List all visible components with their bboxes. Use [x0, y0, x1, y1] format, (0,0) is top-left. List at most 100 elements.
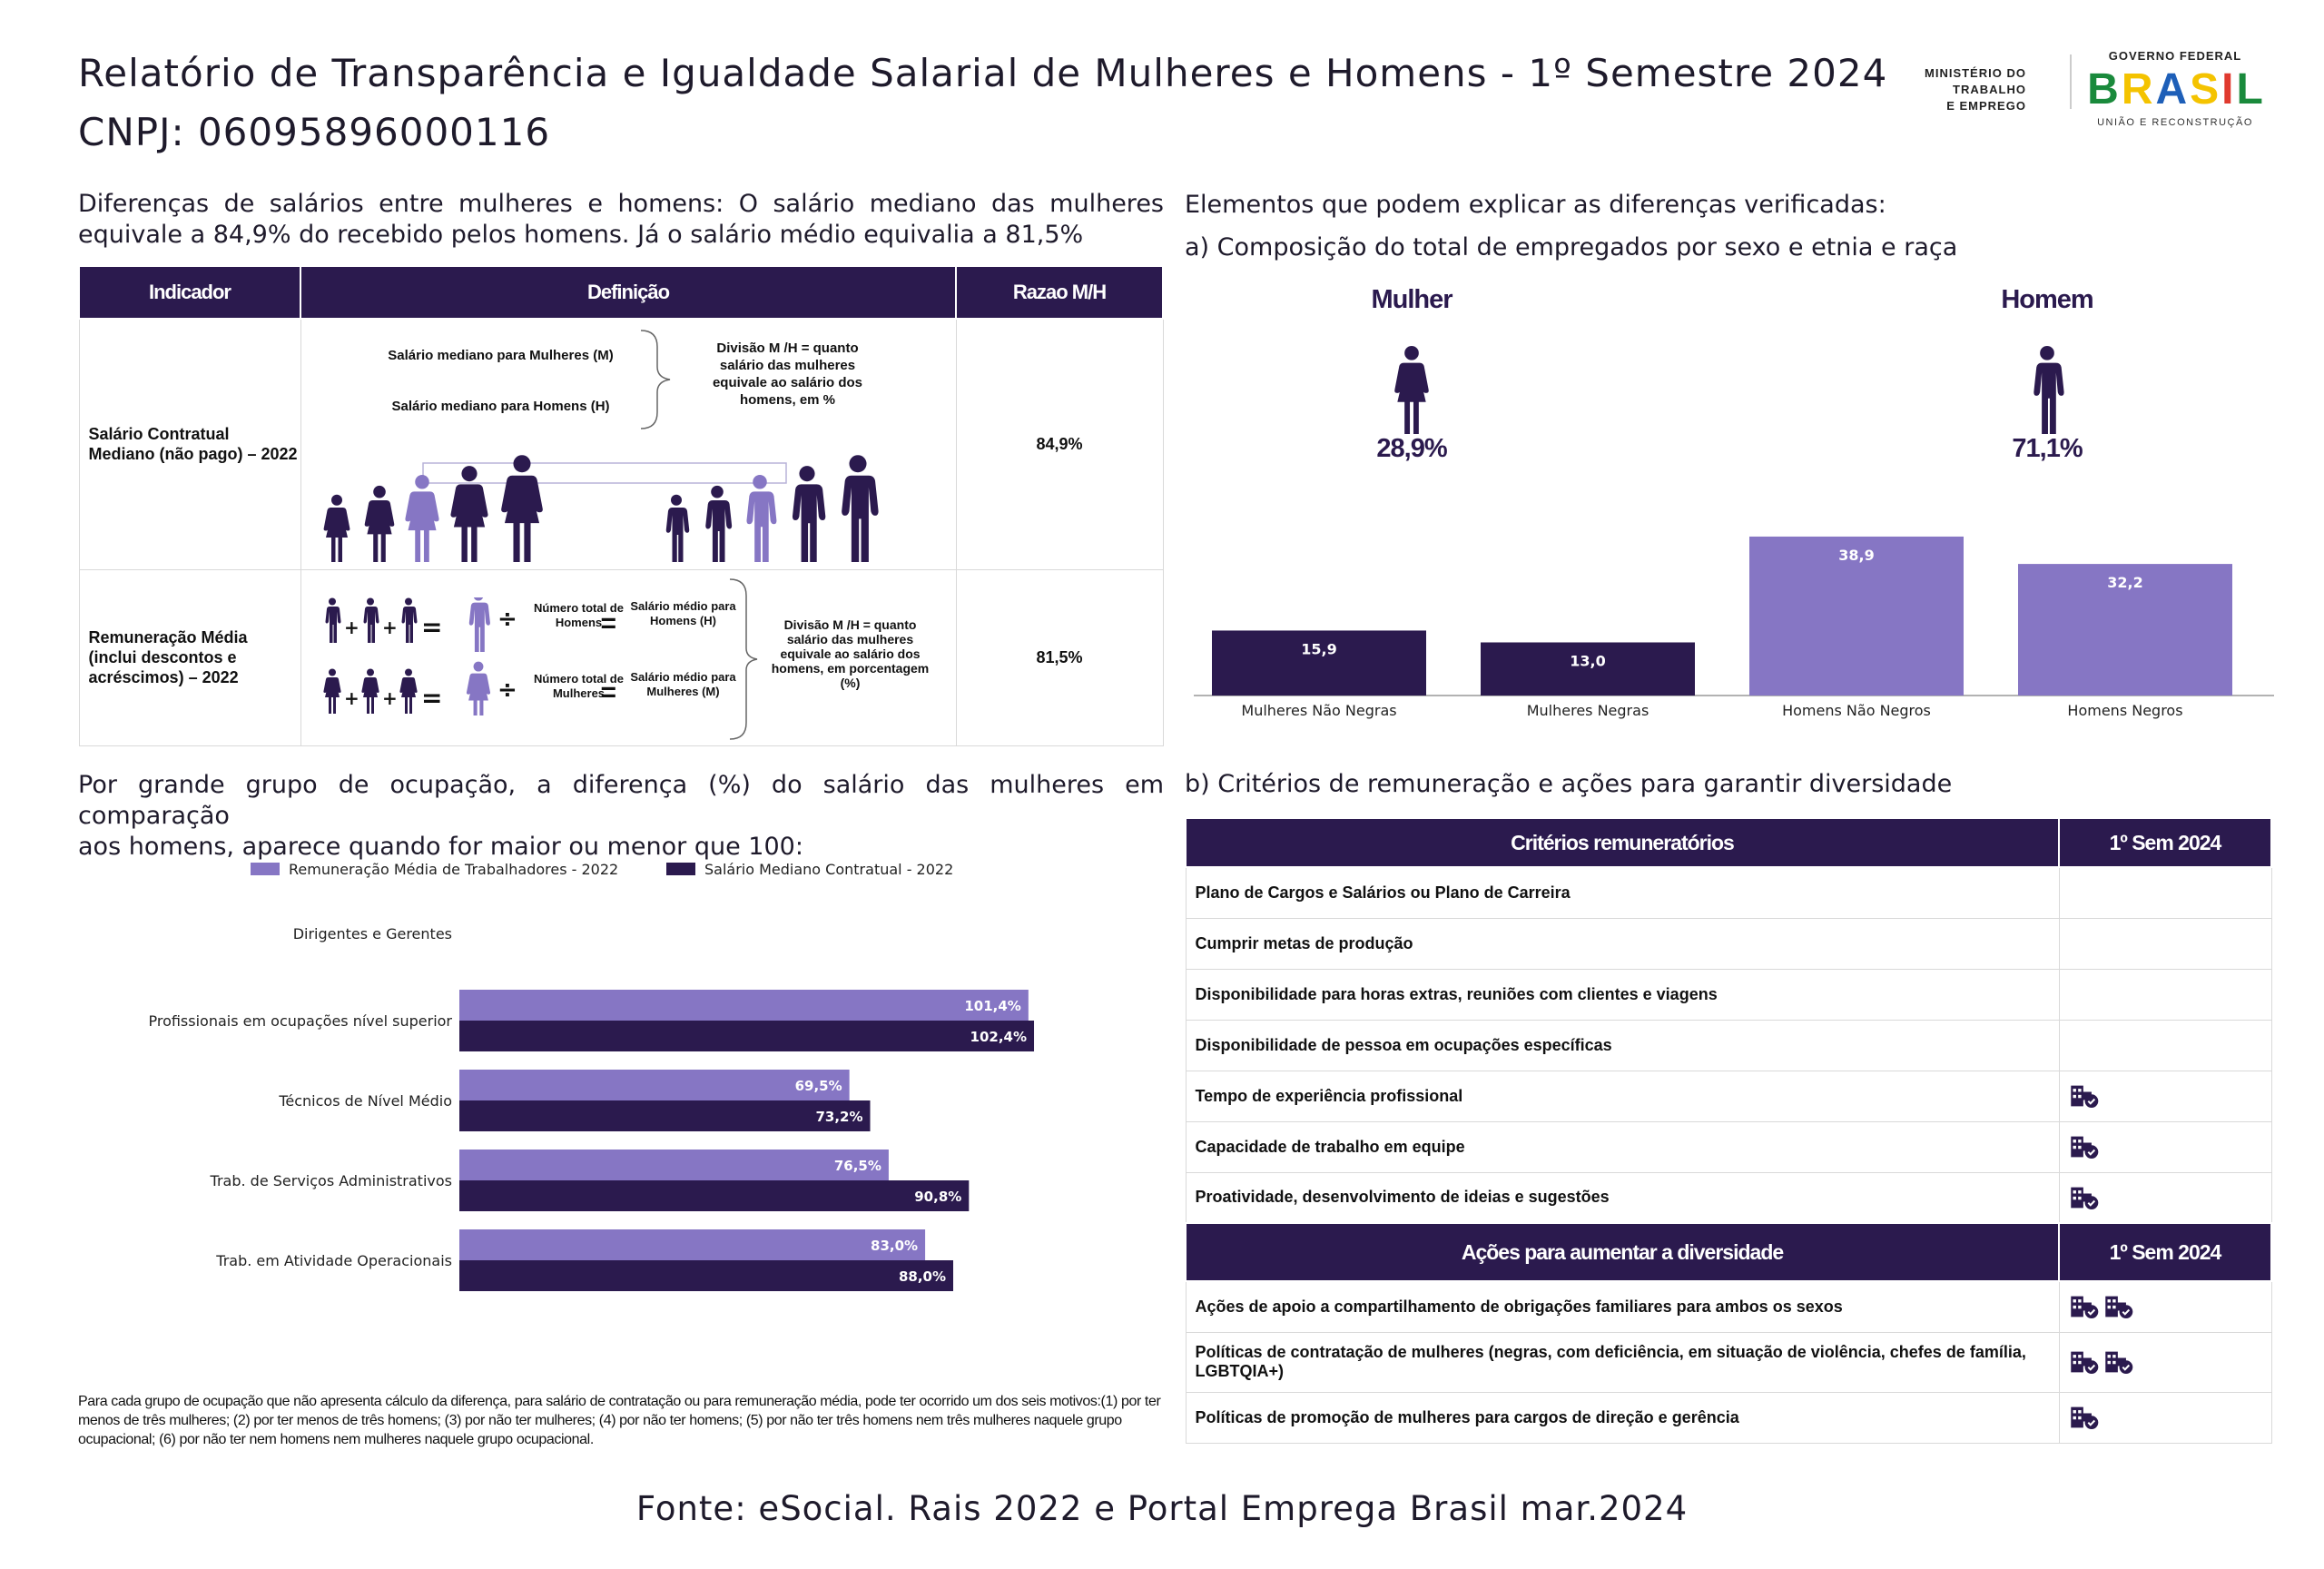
occupation-line-2: aos homens, aparece quando for maior ou …	[78, 833, 803, 861]
row-status	[2058, 1019, 2272, 1071]
ministry-line-1: MINISTÉRIO DO	[1925, 66, 2026, 80]
occupation-bar	[459, 1260, 953, 1291]
equals-sign: =	[600, 677, 617, 707]
svg-text:=: =	[421, 612, 442, 642]
man-figure	[325, 597, 340, 643]
table-row: Cumprir metas de produção	[1185, 917, 2272, 970]
row-label: Plano de Cargos e Salários ou Plano de C…	[1185, 866, 2060, 919]
col-header-ratio: Razao M/H	[955, 265, 1164, 320]
col-header-indicator: Indicador	[78, 265, 301, 320]
man-figure	[363, 597, 379, 643]
source-text: Fonte: eSocial. Rais 2022 e Portal Empre…	[635, 1489, 1689, 1528]
table-row: Plano de Cargos e Salários ou Plano de C…	[1185, 866, 2272, 919]
table-row: Ações de apoio a compartilhamento de obr…	[1185, 1280, 2272, 1333]
table-row: Salário Contratual Mediano (não pago) – …	[78, 318, 1164, 570]
people-illustration	[323, 455, 879, 563]
row-status	[2058, 866, 2272, 919]
occupation-bar	[459, 990, 1029, 1021]
row-label: Disponibilidade para horas extras, reuni…	[1185, 968, 2060, 1021]
woman-figure	[323, 495, 350, 563]
svg-text:+: +	[382, 617, 398, 638]
building-check-icon	[2069, 1083, 2100, 1109]
table-row: Capacidade de trabalho em equipe	[1185, 1120, 2272, 1173]
total-women-label: Número total de Mulheres	[534, 672, 624, 700]
woman-figure	[360, 668, 379, 714]
man-figure-median	[745, 475, 776, 563]
occupation-bar	[459, 1150, 889, 1180]
men-median-label: Salário mediano para Homens (H)	[391, 399, 610, 415]
avg-women-label: Salário médio para Mulheres (M)	[630, 670, 736, 698]
row-status	[2058, 1391, 2272, 1444]
total-men-label: Número total de Homens	[534, 601, 624, 629]
occupation-bar-value: 73,2%	[815, 1109, 862, 1125]
occupation-bar-value: 101,4%	[964, 998, 1020, 1014]
logo-divider	[2070, 54, 2072, 109]
table-row: Remuneração Média (inclui descontos e ac…	[78, 568, 1164, 746]
ministry-logo: MINISTÉRIO DO TRABALHO E EMPREGO	[1925, 65, 2026, 114]
building-check-icon	[2069, 1405, 2100, 1430]
occupation-bar-value: 83,0%	[871, 1238, 918, 1254]
category-label: Homens Não Negros	[1782, 702, 1931, 719]
svg-text:+: +	[382, 687, 398, 709]
row-status	[2058, 1120, 2272, 1173]
ministry-line-3: E EMPREGO	[1946, 99, 2026, 113]
svg-text:÷: ÷	[497, 606, 517, 633]
occupation-category-label: Dirigentes e Gerentes	[293, 925, 452, 942]
occupation-text: Por grande grupo de ocupação, a diferenç…	[78, 770, 1164, 863]
man-figure	[401, 597, 417, 643]
legend-label: Salário Mediano Contratual - 2022	[704, 861, 953, 878]
composition-bar	[1212, 630, 1426, 696]
building-check-icon	[2069, 1349, 2100, 1375]
title-line-2: CNPJ: 06095896000116	[78, 110, 551, 155]
man-icon	[2034, 345, 2064, 434]
criteria-subheading: b) Critérios de remuneração e ações para…	[1185, 770, 1953, 798]
woman-figure-median	[404, 475, 439, 563]
woman-icon	[1394, 345, 1429, 434]
ratio-median: 84,9%	[955, 318, 1164, 570]
building-check-icon	[2069, 1294, 2100, 1319]
row-status	[2058, 1171, 2272, 1224]
brasil-letter: I	[2221, 65, 2234, 113]
building-check-icon	[2103, 1294, 2134, 1319]
building-check-icon	[2103, 1349, 2134, 1375]
woman-label: Mulher	[1371, 285, 1452, 314]
occupation-bar-value: 102,4%	[970, 1029, 1027, 1045]
man-label: Homem	[2001, 285, 2093, 314]
building-check-icon	[2069, 1134, 2100, 1159]
legend-swatch	[251, 863, 280, 875]
ministry-line-2: TRABALHO	[1953, 83, 2026, 96]
indicator-average: Remuneração Média (inclui descontos e ac…	[78, 568, 301, 746]
actions-semester-header: 1º Sem 2024	[2058, 1222, 2272, 1282]
row-label: Políticas de promoção de mulheres para c…	[1185, 1391, 2060, 1444]
criteria-semester-header: 1º Sem 2024	[2058, 817, 2272, 868]
sum-formula-illustration: + + = ÷ + + = ÷	[322, 597, 517, 715]
definition-average: + + = ÷ + + = ÷	[300, 568, 957, 746]
gov-bottom-text: UNIÃO E RECONSTRUÇÃO	[2097, 117, 2253, 128]
composition-bar	[1481, 642, 1695, 696]
composition-bar	[1749, 536, 1964, 696]
ratio-average: 81,5%	[955, 568, 1164, 746]
occupation-bar	[459, 1229, 926, 1260]
brasil-letter: A	[2155, 65, 2188, 113]
occupation-bar	[459, 1021, 1035, 1051]
row-label: Políticas de contratação de mulheres (ne…	[1185, 1331, 2060, 1393]
category-label: Mulheres Negras	[1527, 702, 1649, 719]
indicator-table: Indicador Definição Razao M/H Salário Co…	[78, 265, 1164, 746]
occupation-bar	[459, 1100, 871, 1131]
svg-text:+: +	[344, 687, 359, 709]
occupation-chart: Remuneração Média de Trabalhadores - 202…	[148, 861, 1035, 1291]
svg-text:=: =	[421, 683, 442, 713]
title-line-1: Relatório de Transparência e Igualdade S…	[78, 51, 1888, 95]
division-text-median: Divisão M /H = quanto salário das mulher…	[712, 340, 863, 409]
brasil-letter: R	[2121, 65, 2153, 113]
row-label: Disponibilidade de pessoa em ocupações e…	[1185, 1019, 2060, 1071]
occupation-bar-value: 69,5%	[795, 1078, 842, 1094]
occupation-bar-value: 90,8%	[914, 1189, 961, 1205]
table-row: Disponibilidade para horas extras, reuni…	[1185, 968, 2272, 1021]
category-label: Mulheres Não Negras	[1241, 702, 1396, 719]
composition-chart: 15,9 Mulheres Não Negras 13,0 Mulheres Negr…	[1194, 536, 2274, 719]
woman-figure	[364, 486, 394, 563]
intro-text: Diferenças de salários entre mulheres e …	[78, 189, 1164, 251]
criteria-header: Critérios remuneratórios	[1185, 817, 2060, 868]
man-figure-average	[468, 597, 490, 652]
